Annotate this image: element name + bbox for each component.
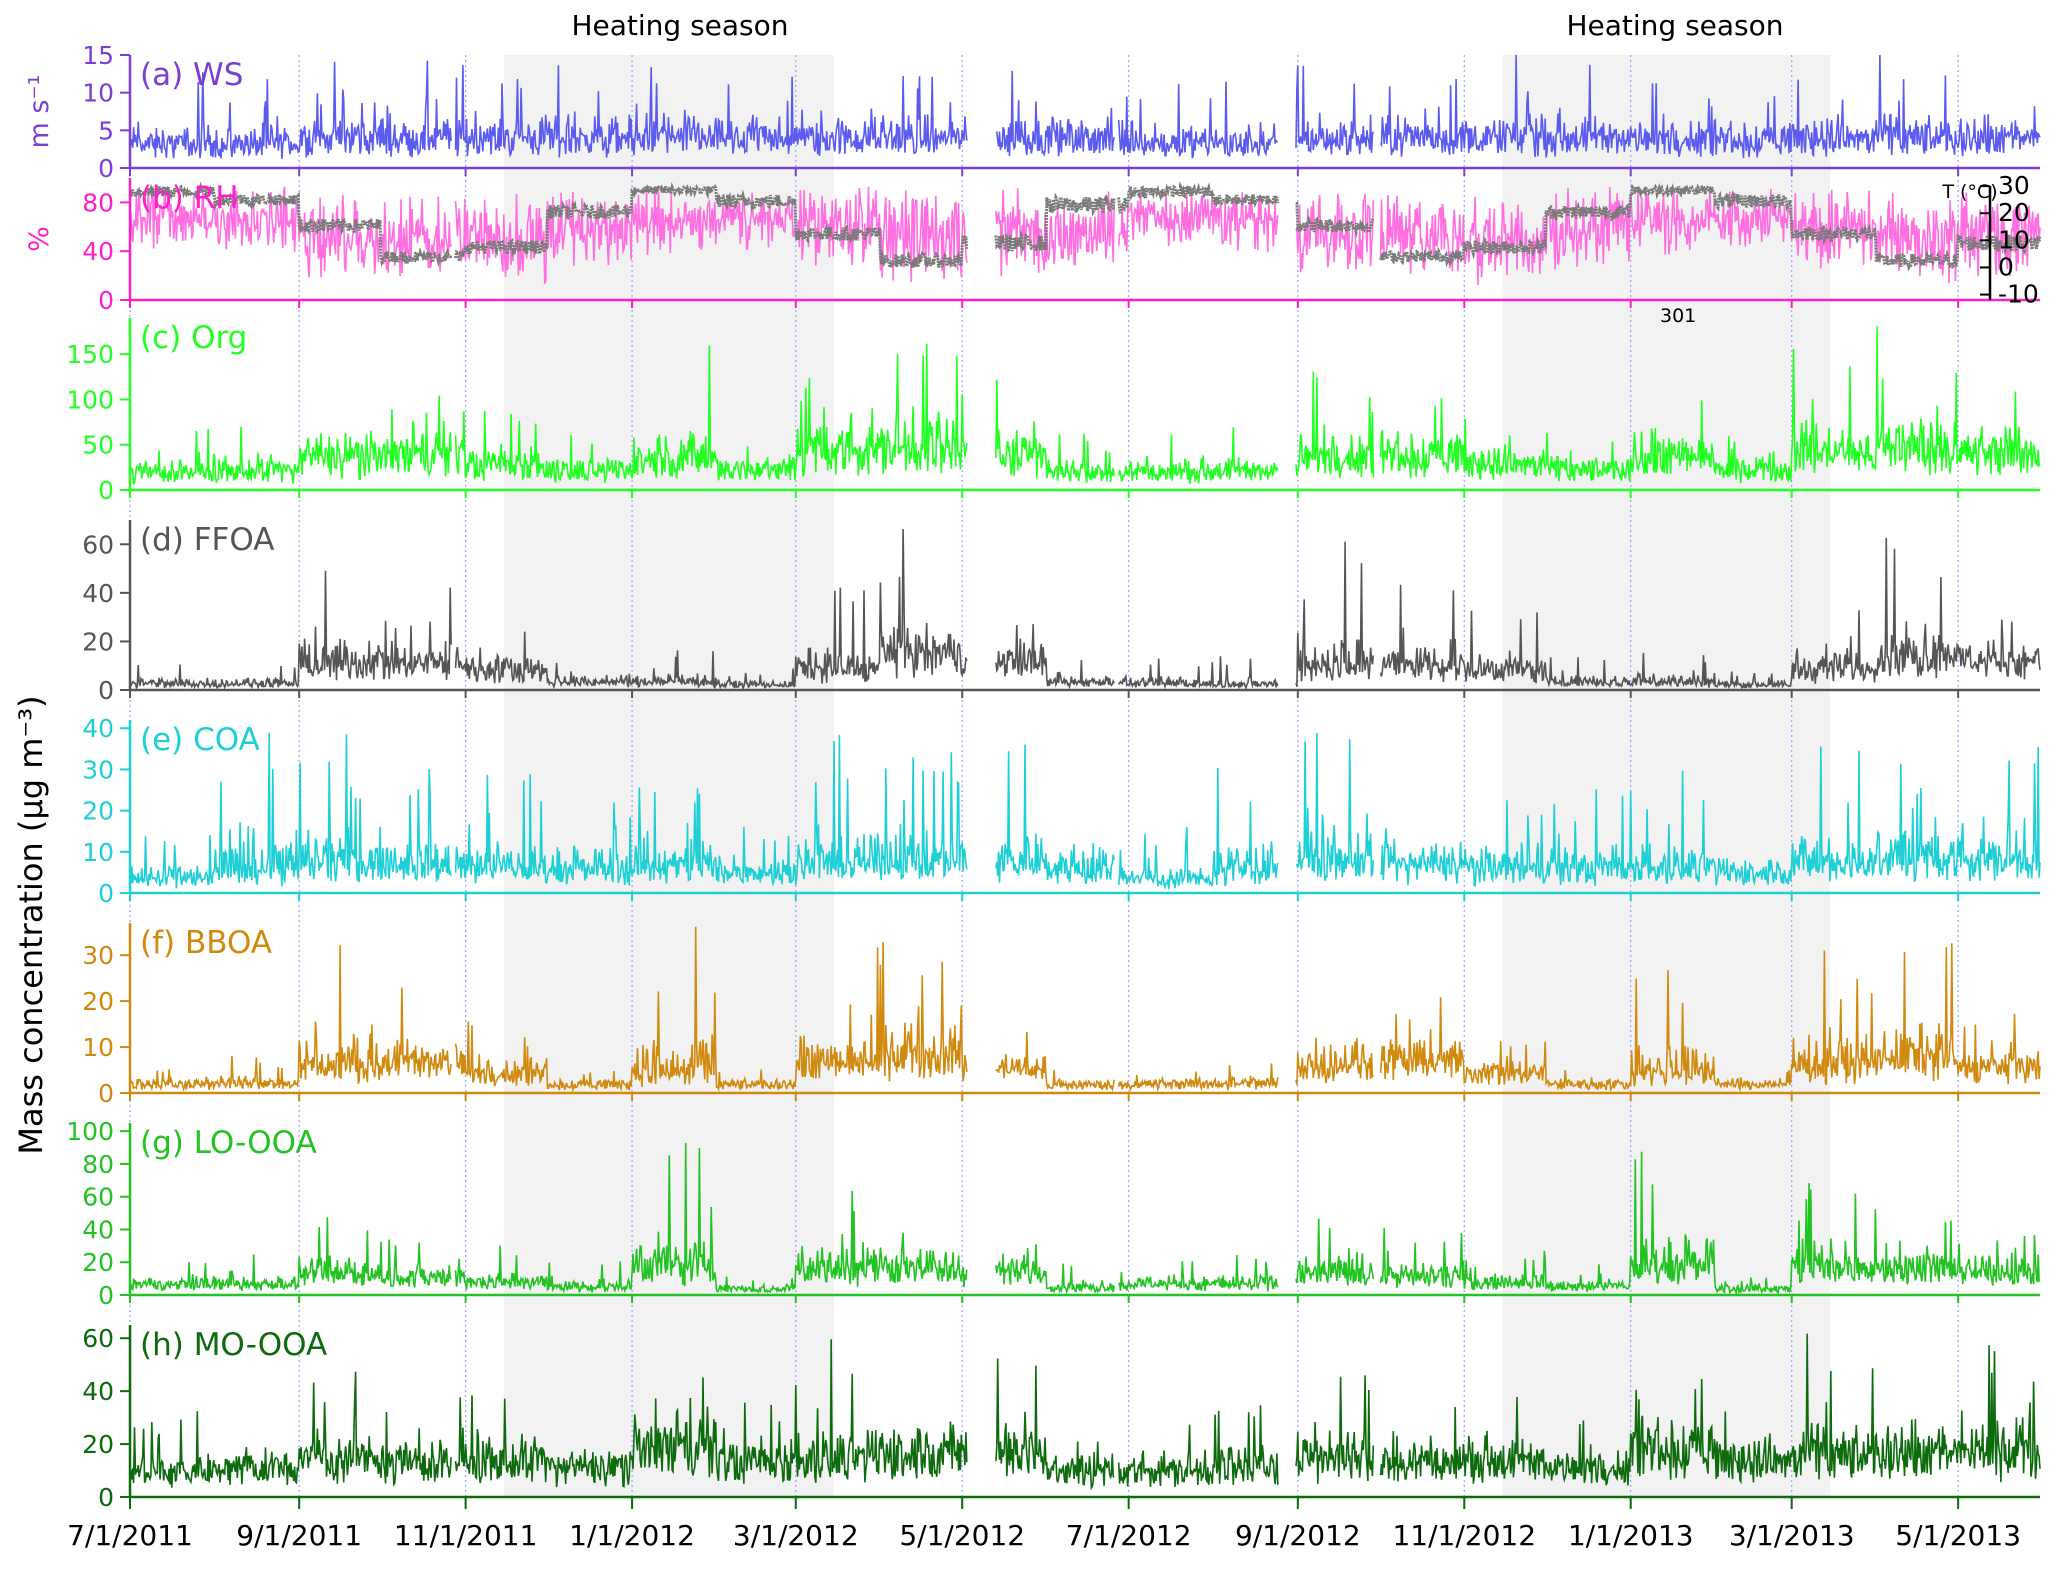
- panel-label-mo-ooa: (h) MO-OOA: [140, 1327, 327, 1363]
- x-tick-label: 11/1/2012: [1392, 1519, 1536, 1552]
- y-tick-label-ffoa: 0: [98, 676, 114, 705]
- series-line-bboa: [129, 926, 2041, 1093]
- x-tick-label: 5/1/2012: [899, 1519, 1025, 1552]
- y-tick-label-bboa: 10: [82, 1033, 114, 1062]
- x-tick-label: 5/1/2013: [1895, 1519, 2021, 1552]
- series-line-mo-ooa: [129, 1333, 2041, 1491]
- y-tick-label-lo-ooa: 60: [82, 1183, 114, 1212]
- x-tick-label: 3/1/2013: [1729, 1519, 1855, 1552]
- panel-label-ffoa: (d) FFOA: [140, 522, 274, 558]
- series-line-ws: [129, 54, 2041, 159]
- y-tick-label-ws: 0: [98, 154, 114, 183]
- y-tick-label-ws: 10: [82, 79, 114, 108]
- series-line-coa: [129, 732, 2041, 890]
- panel-label-rh: (b) RH: [140, 180, 239, 216]
- t-axis-tick-label: 0: [1998, 252, 2014, 281]
- y-tick-label-coa: 0: [98, 879, 114, 908]
- x-tick-label: 1/1/2013: [1568, 1519, 1694, 1552]
- series-line-rh: [129, 186, 2041, 286]
- heating-season-label-2: Heating season: [1566, 9, 1783, 42]
- t-axis-tick-label: 10: [1998, 225, 2030, 254]
- units-ws: m s⁻¹: [24, 74, 55, 148]
- series-line-t: [128, 181, 2042, 273]
- panel-label-bboa: (f) BBOA: [140, 925, 272, 961]
- x-tick-label: 7/1/2012: [1066, 1519, 1192, 1552]
- y-tick-label-rh: 0: [98, 286, 114, 315]
- y-tick-label-lo-ooa: 0: [98, 1281, 114, 1310]
- x-tick-label: 9/1/2012: [1235, 1519, 1361, 1552]
- t-axis-tick-label: 20: [1998, 198, 2030, 227]
- y-tick-label-lo-ooa: 20: [82, 1248, 114, 1277]
- y-tick-label-rh: 80: [82, 188, 114, 217]
- x-tick-label: 1/1/2012: [569, 1519, 695, 1552]
- y-tick-label-bboa: 20: [82, 987, 114, 1016]
- y-tick-label-org: 150: [66, 340, 114, 369]
- x-tick-label: 3/1/2012: [733, 1519, 859, 1552]
- y-tick-label-coa: 40: [82, 714, 114, 743]
- y-tick-label-ffoa: 20: [82, 627, 114, 656]
- y-tick-label-mo-ooa: 20: [82, 1430, 114, 1459]
- y-axis-label: Mass concentration (μg m⁻³): [12, 695, 50, 1154]
- heating-season-band-2: [1502, 55, 1830, 1497]
- panel-label-lo-ooa: (g) LO-OOA: [140, 1125, 317, 1161]
- y-tick-label-coa: 10: [82, 838, 114, 867]
- panel-label-org: (c) Org: [140, 320, 247, 356]
- t-axis-tick-label: 30: [1998, 171, 2030, 200]
- y-tick-label-org: 0: [98, 476, 114, 505]
- y-tick-label-org: 50: [82, 431, 114, 460]
- y-tick-label-lo-ooa: 40: [82, 1215, 114, 1244]
- series-line-org: [129, 326, 2041, 486]
- y-tick-label-org: 100: [66, 385, 114, 414]
- y-tick-label-ffoa: 60: [82, 530, 114, 559]
- x-tick-label: 9/1/2011: [236, 1519, 362, 1552]
- y-tick-label-bboa: 0: [98, 1079, 114, 1108]
- x-tick-label: 11/1/2011: [394, 1519, 538, 1552]
- y-tick-label-mo-ooa: 60: [82, 1324, 114, 1353]
- panel-label-ws: (a) WS: [140, 57, 243, 93]
- annotation-org: 301: [1660, 305, 1696, 327]
- y-tick-label-mo-ooa: 40: [82, 1377, 114, 1406]
- heating-season-bands: [503, 55, 1830, 1497]
- series-line-lo-ooa: [129, 1142, 2041, 1296]
- y-tick-label-ws: 5: [98, 116, 114, 145]
- heating-season-band-1: [503, 55, 834, 1497]
- series-line-ffoa: [129, 528, 2041, 691]
- heating-season-label-1: Heating season: [571, 9, 788, 42]
- data-series: [128, 54, 2042, 1491]
- y-tick-label-coa: 30: [82, 755, 114, 784]
- x-tick-label: 7/1/2011: [67, 1519, 193, 1552]
- t-axis-tick-label: -10: [1998, 280, 2039, 309]
- y-tick-label-lo-ooa: 80: [82, 1150, 114, 1179]
- y-tick-label-ffoa: 40: [82, 579, 114, 608]
- y-tick-label-ws: 15: [82, 41, 114, 70]
- y-tick-label-mo-ooa: 0: [98, 1483, 114, 1512]
- y-tick-label-lo-ooa: 100: [66, 1117, 114, 1146]
- t-axis-title: T (°C): [1941, 181, 1997, 203]
- y-tick-label-bboa: 30: [82, 941, 114, 970]
- panel-label-coa: (e) COA: [140, 722, 260, 758]
- panel-labels: (a) WS (b) RH (c) Org 301 (d) FFOA (e) COA (f)…: [140, 57, 1696, 1363]
- units-rh: %: [24, 226, 55, 252]
- y-tick-label-coa: 20: [82, 797, 114, 826]
- y-tick-label-rh: 40: [82, 237, 114, 266]
